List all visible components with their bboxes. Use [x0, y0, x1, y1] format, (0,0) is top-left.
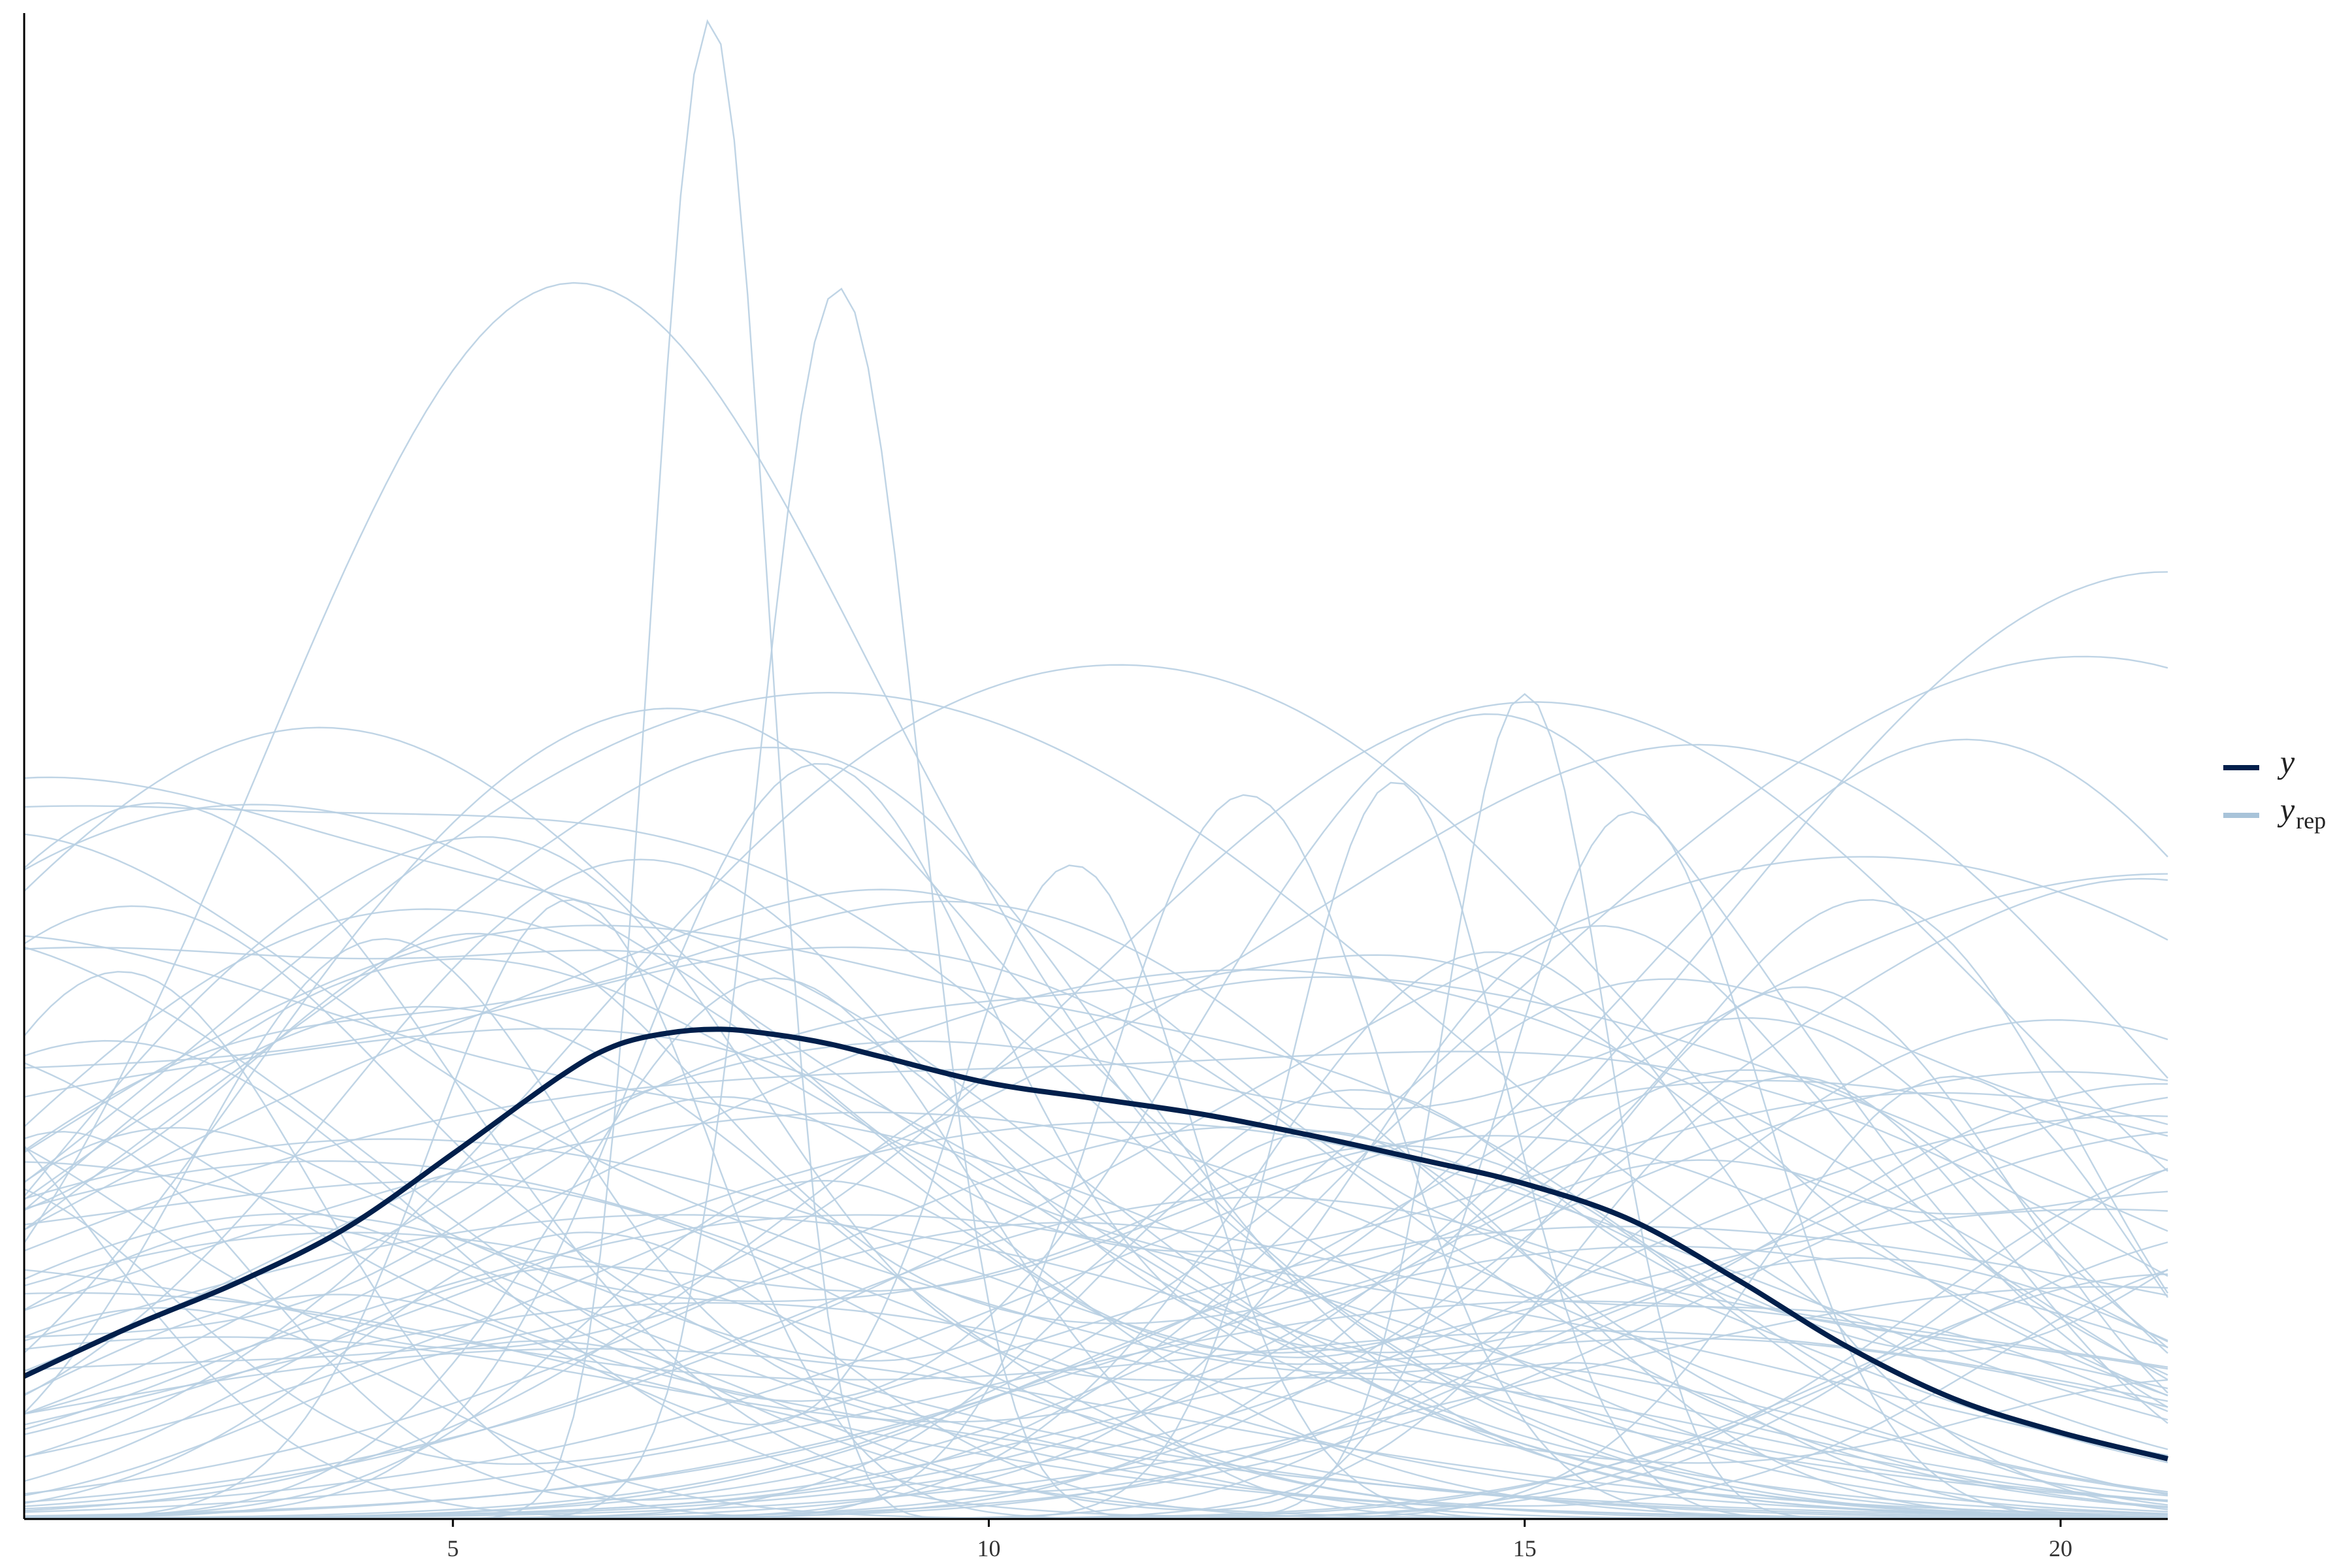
x-tick-label: 10 [977, 1535, 1000, 1561]
yrep-curve [24, 1028, 2168, 1518]
yrep-curve [24, 802, 2168, 1493]
yrep-curve [24, 1017, 2168, 1372]
yrep-curve [24, 986, 2168, 1394]
yrep-curve [24, 905, 2168, 1519]
yrep-curve [24, 282, 2168, 1518]
yrep-curve [24, 856, 2168, 1503]
yrep-curve [24, 836, 2168, 1503]
yrep-curve [24, 958, 2168, 1456]
yrep-curve [24, 873, 2168, 1517]
yrep-curve [24, 1214, 2168, 1501]
yrep-curve [24, 946, 2168, 1509]
yrep-curve [24, 1121, 2168, 1435]
yrep-curve [24, 743, 2168, 1458]
yrep-curve [24, 776, 2168, 1519]
yrep-curve [24, 969, 2168, 1431]
yrep-curve [24, 1160, 2168, 1518]
yrep-curve [24, 858, 2168, 1397]
yrep-curve [24, 691, 2168, 1450]
yrep-curve [24, 954, 2168, 1415]
yrep-curve [24, 1062, 2168, 1518]
yrep-curve [24, 1005, 2168, 1507]
yrep-curve [24, 1079, 2168, 1510]
x-tick-label: 5 [447, 1535, 459, 1561]
x-tick-label: 20 [2049, 1535, 2072, 1561]
legend-label-yrep: yrep [2277, 791, 2326, 834]
yrep-curve [24, 727, 2168, 1252]
yrep-curve [24, 804, 2168, 1515]
legend-label-yrep-sub: rep [2296, 808, 2326, 834]
yrep-curve [24, 1145, 2168, 1520]
yrep-curve [24, 833, 2168, 1375]
yrep-curve [24, 924, 2168, 1495]
yrep-curve [24, 1245, 2168, 1518]
yrep-curve [24, 693, 2168, 1520]
yrep-curve [24, 1111, 2168, 1493]
yrep-density-curves [24, 19, 2169, 1520]
yrep-curve [24, 811, 2168, 1520]
yrep-curve [24, 899, 2169, 1520]
y-density-curve-group [23, 1026, 2168, 1462]
yrep-curve [24, 951, 2168, 1520]
yrep-curve [24, 971, 2168, 1520]
yrep-curve [24, 1196, 2168, 1507]
yrep-curve [24, 900, 2168, 1508]
yrep-curve [24, 1179, 2168, 1519]
yrep-curve [24, 746, 2168, 1518]
legend-label-y-base: y [2277, 743, 2295, 780]
yrep-curve [24, 1146, 2168, 1413]
x-tick-label: 15 [1513, 1535, 1537, 1561]
yrep-curve [24, 1130, 2168, 1501]
yrep-curve [24, 664, 2168, 1458]
yrep-curve [24, 1188, 2168, 1465]
yrep-curve [24, 1269, 2168, 1402]
yrep-curve [24, 1161, 2168, 1520]
yrep-curve [24, 1096, 2168, 1354]
yrep-curve [24, 1214, 2168, 1497]
axes: 5 10 15 20 [23, 13, 2168, 1561]
y-density-curve [23, 1026, 2168, 1462]
legend: y yrep [2223, 743, 2326, 834]
legend-label-y: y [2277, 743, 2295, 780]
yrep-curve [24, 1159, 2168, 1423]
yrep-curve [24, 889, 2168, 1368]
yrep-curve [24, 976, 2168, 1512]
yrep-curve [24, 701, 2168, 1371]
yrep-curve [24, 1348, 2168, 1516]
legend-label-yrep-base: y [2277, 791, 2295, 828]
yrep-curve [24, 713, 2168, 1408]
yrep-curve [24, 1051, 2168, 1277]
yrep-curve [24, 805, 2168, 1519]
